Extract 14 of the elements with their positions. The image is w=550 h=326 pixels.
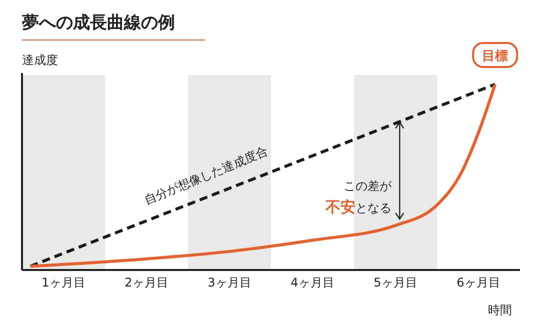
x-tick-label: 4ヶ月目 (290, 276, 334, 290)
x-tick-label: 5ヶ月目 (374, 276, 418, 290)
y-axis-title: 達成度 (22, 53, 58, 67)
x-tick-label: 6ヶ月目 (456, 276, 500, 290)
annotation: 不安 (324, 198, 356, 216)
x-tick-label: 2ヶ月目 (124, 276, 168, 290)
x-tick-label: 3ヶ月目 (208, 276, 252, 290)
annotation: 目標 (482, 49, 508, 64)
chart-title: 夢への成長曲線の例 (22, 13, 175, 33)
annotation: この差が (344, 179, 393, 193)
annotation: 自分が想像した達成度合 (142, 144, 270, 208)
x-tick-label: 1ヶ月目 (42, 276, 86, 290)
x-axis-title: 時間 (488, 303, 512, 317)
annotation: となる (356, 201, 392, 215)
